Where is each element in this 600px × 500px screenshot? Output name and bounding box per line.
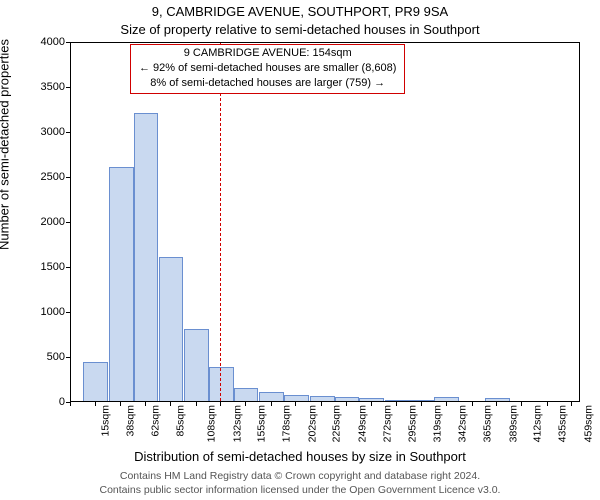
- annotation-line-3: 8% of semi-detached houses are larger (7…: [139, 76, 396, 91]
- chart-container: 9, CAMBRIDGE AVENUE, SOUTHPORT, PR9 9SA …: [0, 0, 600, 500]
- x-tick-mark: [521, 402, 522, 406]
- property-marker-line: [220, 43, 222, 401]
- x-tick-label: 319sqm: [432, 405, 444, 442]
- y-tick-mark: [66, 312, 70, 313]
- y-axis-label: Number of semi-detached properties: [0, 39, 12, 250]
- x-tick-mark: [547, 402, 548, 406]
- x-tick-label: 202sqm: [306, 405, 318, 442]
- y-tick-label: 3500: [41, 81, 65, 93]
- y-tick-label: 500: [47, 351, 65, 363]
- histogram-bar: [410, 400, 435, 401]
- x-tick-label: 342sqm: [456, 405, 468, 442]
- histogram-bar: [310, 396, 335, 401]
- x-tick-mark: [95, 402, 96, 406]
- x-tick-label: 249sqm: [357, 405, 369, 442]
- x-tick-label: 62sqm: [150, 405, 162, 437]
- y-tick-label: 0: [59, 396, 65, 408]
- x-tick-label: 38sqm: [124, 405, 136, 437]
- x-tick-label: 132sqm: [231, 405, 243, 442]
- annotation-box: 9 CAMBRIDGE AVENUE: 154sqm ← 92% of semi…: [130, 44, 405, 94]
- y-tick-label: 1000: [41, 306, 65, 318]
- x-tick-mark: [70, 402, 71, 406]
- plot-area: [70, 42, 580, 402]
- histogram-bar: [385, 400, 410, 401]
- x-tick-mark: [271, 402, 272, 406]
- y-tick-mark: [66, 267, 70, 268]
- x-tick-label: 155sqm: [256, 405, 268, 442]
- y-tick-mark: [66, 357, 70, 358]
- x-tick-mark: [446, 402, 447, 406]
- histogram-bar: [335, 397, 360, 401]
- x-tick-label: 85sqm: [175, 405, 187, 437]
- x-tick-mark: [396, 402, 397, 406]
- y-tick-mark: [66, 87, 70, 88]
- x-tick-label: 459sqm: [582, 405, 594, 442]
- x-tick-mark: [472, 402, 473, 406]
- y-tick-mark: [66, 42, 70, 43]
- x-tick-mark: [421, 402, 422, 406]
- footer-line-1: Contains HM Land Registry data © Crown c…: [0, 470, 600, 482]
- histogram-bar: [359, 398, 384, 401]
- histogram-bar: [434, 397, 459, 402]
- x-tick-mark: [295, 402, 296, 406]
- footer-line-2: Contains public sector information licen…: [0, 484, 600, 496]
- x-tick-mark: [346, 402, 347, 406]
- x-tick-label: 272sqm: [381, 405, 393, 442]
- histogram-bar: [109, 167, 134, 401]
- x-tick-mark: [220, 402, 221, 406]
- y-tick-label: 1500: [41, 261, 65, 273]
- x-tick-mark: [196, 402, 197, 406]
- histogram-bar: [159, 257, 184, 401]
- x-tick-mark: [371, 402, 372, 406]
- x-tick-mark: [170, 402, 171, 406]
- histogram-bar: [184, 329, 209, 401]
- y-tick-mark: [66, 222, 70, 223]
- x-tick-label: 412sqm: [532, 405, 544, 442]
- x-tick-mark: [245, 402, 246, 406]
- x-tick-mark: [145, 402, 146, 406]
- chart-title-main: 9, CAMBRIDGE AVENUE, SOUTHPORT, PR9 9SA: [0, 4, 600, 19]
- annotation-line-1: 9 CAMBRIDGE AVENUE: 154sqm: [139, 46, 396, 61]
- x-tick-label: 15sqm: [100, 405, 112, 437]
- annotation-line-2: ← 92% of semi-detached houses are smalle…: [139, 61, 396, 76]
- histogram-bar: [234, 388, 259, 402]
- y-tick-label: 2000: [41, 216, 65, 228]
- y-tick-label: 4000: [41, 36, 65, 48]
- chart-title-sub: Size of property relative to semi-detach…: [0, 22, 600, 37]
- y-tick-mark: [66, 177, 70, 178]
- x-tick-mark: [496, 402, 497, 406]
- x-tick-mark: [321, 402, 322, 406]
- x-tick-mark: [120, 402, 121, 406]
- x-tick-label: 435sqm: [556, 405, 568, 442]
- x-tick-label: 225sqm: [331, 405, 343, 442]
- x-tick-label: 295sqm: [406, 405, 418, 442]
- x-axis-label: Distribution of semi-detached houses by …: [0, 449, 600, 464]
- y-tick-label: 2500: [41, 171, 65, 183]
- x-tick-label: 108sqm: [205, 405, 217, 442]
- histogram-bar: [134, 113, 159, 401]
- histogram-bar: [284, 395, 309, 401]
- x-tick-label: 178sqm: [280, 405, 292, 442]
- histogram-bar: [259, 392, 284, 401]
- x-tick-mark: [571, 402, 572, 406]
- x-tick-label: 389sqm: [507, 405, 519, 442]
- x-tick-label: 365sqm: [481, 405, 493, 442]
- histogram-bar: [485, 398, 510, 401]
- histogram-bar: [83, 362, 108, 401]
- y-tick-mark: [66, 132, 70, 133]
- y-tick-label: 3000: [41, 126, 65, 138]
